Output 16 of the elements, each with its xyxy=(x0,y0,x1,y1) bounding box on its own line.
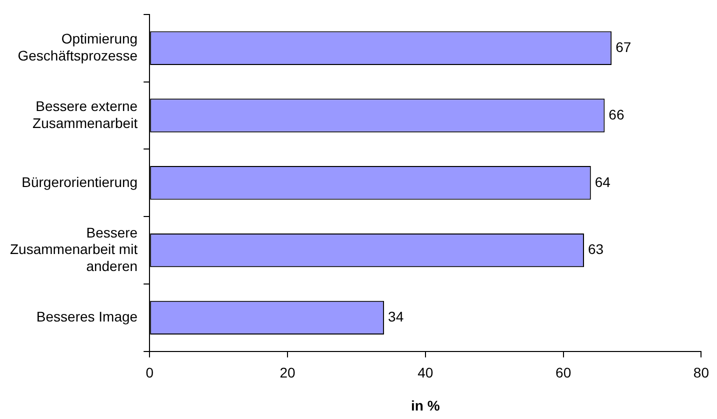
x-tick-label: 40 xyxy=(418,364,434,381)
x-tick-label: 0 xyxy=(146,364,154,381)
data-label: 66 xyxy=(608,106,624,122)
data-label: 64 xyxy=(594,174,611,190)
y-tick-label: Bürgerorientierung xyxy=(22,174,138,190)
x-tick-label: 80 xyxy=(693,364,710,381)
x-axis-title: in % xyxy=(411,397,440,414)
y-tick-label: Optimierung Geschäftsprozesse xyxy=(18,30,138,64)
data-label: 34 xyxy=(388,308,404,325)
y-tick-label: Besseres Image xyxy=(36,308,138,325)
y-tick-label: Bessere Zusammenarbeit mit anderen xyxy=(10,224,138,274)
y-tick-label: Bessere externe Zusammenarbeit xyxy=(32,98,138,131)
data-label: 67 xyxy=(616,38,632,55)
x-tick-label: 20 xyxy=(280,364,296,381)
data-label: 63 xyxy=(588,241,604,258)
x-tick-label: 60 xyxy=(556,364,572,381)
